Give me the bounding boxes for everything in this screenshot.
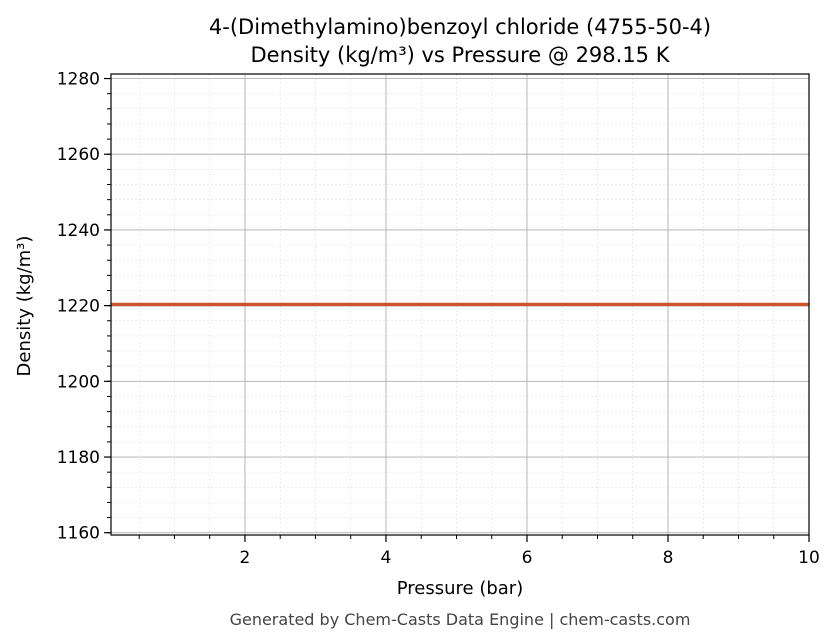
x-tick-label: 4 xyxy=(381,548,392,568)
plot-frame xyxy=(110,73,810,536)
x-tick-label: 2 xyxy=(240,548,251,568)
y-tick-label: 1260 xyxy=(57,145,100,165)
x-tick-label: 6 xyxy=(522,548,533,568)
y-tick-label: 1160 xyxy=(57,524,100,544)
y-tick-label: 1280 xyxy=(57,70,100,90)
y-tick-label: 1180 xyxy=(57,448,100,468)
x-tick-label: 10 xyxy=(798,548,820,568)
chart-title-line2: Density (kg/m³) vs Pressure @ 298.15 K xyxy=(250,43,670,67)
x-axis-label: Pressure (bar) xyxy=(397,578,523,599)
y-axis-label: Density (kg/m³) xyxy=(14,236,35,377)
x-tick-label: 8 xyxy=(663,548,674,568)
y-tick-label: 1220 xyxy=(57,297,100,317)
x-axis-ticks: 2 4 6 8 10 xyxy=(138,535,820,568)
y-tick-label: 1200 xyxy=(57,372,100,392)
footer-credit: Generated by Chem-Casts Data Engine | ch… xyxy=(230,610,691,629)
y-axis-ticks: 1160 1180 1200 1220 1240 1260 1280 xyxy=(57,70,111,544)
chart-title-line1: 4-(Dimethylamino)benzoyl chloride (4755-… xyxy=(209,15,711,39)
y-tick-label: 1240 xyxy=(57,221,100,241)
